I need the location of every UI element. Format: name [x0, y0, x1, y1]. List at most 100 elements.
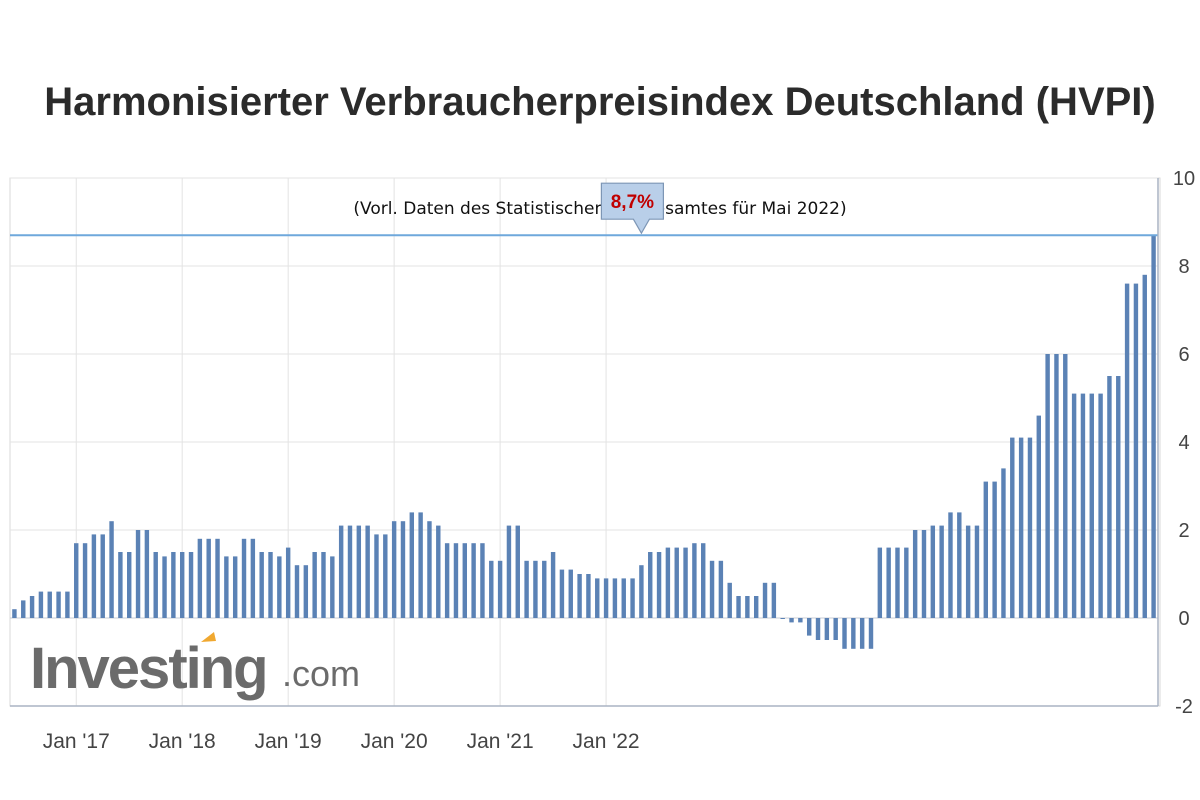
bar	[798, 618, 803, 623]
bar	[683, 547, 688, 618]
bar	[1098, 393, 1103, 618]
bar	[427, 521, 432, 618]
bar	[859, 618, 865, 649]
bar	[374, 534, 379, 618]
value-callout: 8,7%	[600, 182, 664, 235]
bar	[1071, 393, 1077, 618]
bar	[842, 618, 847, 649]
bar	[250, 538, 256, 618]
logo-suffix: .com	[282, 653, 360, 694]
y-tick-label: 6	[1178, 344, 1189, 366]
bar	[1080, 393, 1086, 618]
bar	[12, 609, 17, 618]
bar	[904, 547, 909, 618]
bar	[188, 552, 194, 618]
bar	[780, 618, 785, 619]
bar	[365, 525, 370, 618]
bar	[648, 552, 653, 618]
bar	[965, 525, 971, 618]
bar	[692, 543, 697, 618]
y-tick-label: 4	[1178, 432, 1189, 454]
bar	[621, 578, 626, 618]
bar	[497, 560, 503, 618]
bar	[1001, 468, 1006, 618]
y-tick-label: 2	[1178, 520, 1189, 542]
bar	[100, 534, 105, 618]
bar	[806, 618, 812, 636]
bar	[868, 618, 874, 649]
bar	[533, 560, 538, 618]
bar	[303, 565, 309, 618]
bar	[391, 521, 397, 618]
bar	[992, 481, 997, 618]
bar	[1063, 354, 1068, 618]
bar	[630, 578, 635, 618]
bar	[268, 552, 273, 618]
bar	[47, 591, 52, 618]
bar	[568, 569, 573, 618]
bar	[877, 547, 883, 618]
bar	[762, 582, 768, 618]
bar	[21, 600, 26, 618]
bar	[224, 556, 229, 618]
bar	[603, 578, 609, 618]
bar	[824, 618, 830, 640]
bar	[674, 547, 679, 618]
bar	[259, 552, 264, 618]
bar	[206, 538, 211, 618]
bar	[789, 618, 794, 623]
bar	[851, 618, 856, 649]
bar	[912, 530, 918, 618]
bar	[321, 552, 326, 618]
y-tick-label: -2	[1175, 696, 1193, 718]
bar	[294, 565, 300, 618]
bar	[665, 547, 671, 618]
bar	[1116, 376, 1121, 618]
bar	[1045, 354, 1050, 618]
bar	[921, 530, 927, 618]
bar	[939, 525, 944, 618]
bar	[109, 521, 114, 618]
bar	[91, 534, 97, 618]
bar	[338, 525, 344, 618]
bar	[356, 525, 362, 618]
bar	[550, 552, 556, 618]
bar	[330, 556, 335, 618]
bar	[718, 560, 724, 618]
bar	[736, 596, 741, 618]
bar	[471, 543, 476, 618]
bar	[489, 560, 494, 618]
bar	[974, 525, 980, 618]
bar	[930, 525, 936, 618]
bar	[436, 525, 441, 618]
bar	[1089, 393, 1094, 618]
bar	[1107, 376, 1112, 618]
bar	[127, 552, 132, 618]
bar	[409, 512, 415, 618]
bar	[506, 525, 512, 618]
bar	[480, 543, 485, 618]
bar	[232, 556, 238, 618]
bar	[542, 560, 547, 618]
bar	[983, 481, 989, 618]
x-tick-label: Jan '22	[573, 730, 640, 753]
bar	[179, 552, 185, 618]
bar	[153, 552, 158, 618]
x-axis-ticks: Jan '17 Jan '18 Jan '19 Jan '20 Jan '21 Jan '…	[43, 730, 640, 753]
bar	[656, 552, 662, 618]
bar	[215, 538, 220, 618]
bar	[74, 543, 79, 618]
y-tick-label: 0	[1178, 608, 1189, 630]
bar	[383, 534, 388, 618]
callout-box	[600, 182, 664, 235]
bar	[29, 596, 35, 618]
bar	[462, 543, 467, 618]
bar	[886, 547, 891, 618]
bar	[1027, 437, 1033, 618]
bar	[948, 512, 953, 618]
bar	[312, 552, 317, 618]
bar	[753, 596, 759, 618]
bar	[701, 543, 706, 618]
bar	[418, 512, 423, 618]
